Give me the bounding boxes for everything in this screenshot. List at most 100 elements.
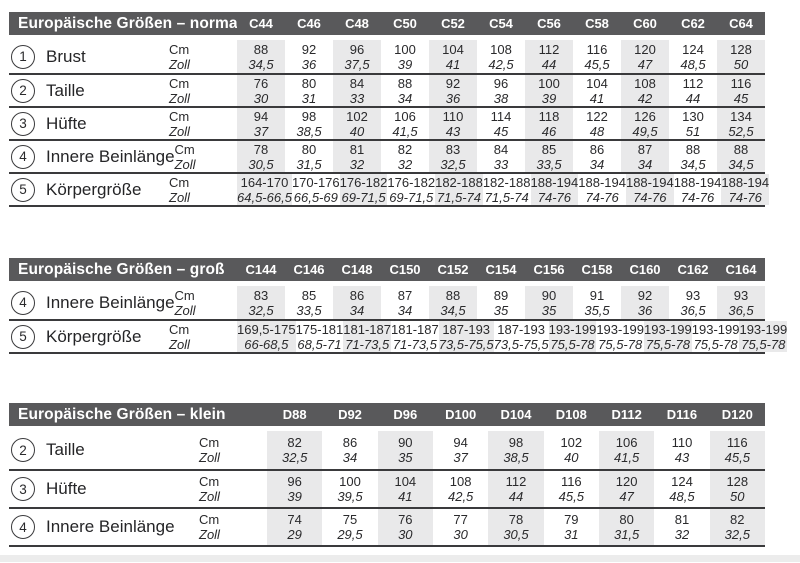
table-row: 5 Körpergröße Cm Zoll 164-170 64,5-66,5 17…	[9, 172, 770, 205]
zoll-value: 37,5	[344, 56, 370, 72]
zoll-value: 69-71,5	[341, 189, 386, 205]
cm-value: 188-194	[721, 174, 770, 190]
unit-labels: Cm Zoll	[199, 471, 267, 507]
zoll-value: 32,5	[724, 527, 750, 542]
value-cell: 187-193 73,5-75,5	[494, 321, 549, 352]
row-number-badge: 2	[11, 438, 35, 462]
column-header: C150	[389, 262, 421, 277]
cm-value: 188-194	[673, 174, 722, 190]
value-cell: 128 50	[717, 40, 765, 73]
unit-cm-label: Cm	[169, 108, 190, 124]
zoll-value: 33	[349, 90, 365, 106]
value-cell: 96 37,5	[333, 40, 381, 73]
zoll-value: 45	[493, 123, 509, 139]
zoll-value: 74-76	[728, 189, 762, 205]
value-cell: 176-182 69-71,5	[387, 174, 435, 205]
row-label-cell: 3 Hüfte Cm Zoll	[9, 108, 237, 139]
column-header: C160	[629, 262, 661, 277]
value-cell: 80 31,5	[598, 509, 655, 545]
value-cell: 120 47	[598, 471, 655, 507]
value-cell: 75 29,5	[322, 509, 377, 545]
zoll-value: 66,5-69	[293, 189, 338, 205]
zoll-value: 74-76	[680, 189, 715, 205]
value-cell: 118 46	[525, 108, 573, 139]
cm-value: 84	[493, 141, 509, 157]
cm-value: 88	[733, 141, 749, 157]
cm-value: 86	[589, 141, 605, 157]
value-cell: 108 42	[621, 75, 669, 106]
size-table: Europäische Größen – normal C44 C46 C48 C50…	[9, 12, 770, 207]
value-cell: 74 29	[267, 509, 323, 545]
unit-zoll-label: Zoll	[199, 450, 220, 465]
zoll-value: 45,5	[724, 450, 750, 465]
cm-value: 112	[682, 75, 704, 91]
cm-value: 86	[342, 435, 358, 450]
zoll-value: 75,5-78	[645, 336, 690, 352]
zoll-value: 66-68,5	[244, 336, 289, 352]
unit-cm-label: Cm	[169, 41, 190, 57]
value-cell: 82 32	[381, 141, 429, 172]
value-cell: 88 34,5	[717, 141, 765, 172]
zoll-value: 40	[349, 123, 365, 139]
cm-value: 181-187	[343, 321, 391, 337]
zoll-value: 75,5-78	[550, 336, 595, 352]
cm-value: 100	[538, 75, 560, 91]
cm-value: 85	[301, 287, 317, 303]
cm-value: 187-193	[442, 321, 491, 337]
zoll-value: 34	[397, 302, 413, 318]
zoll-value: 50	[733, 56, 749, 72]
value-cell: 100 39	[381, 40, 429, 73]
column-header: D120	[721, 407, 753, 422]
value-cell: 110 43	[654, 431, 709, 469]
value-cell: 82 32,5	[709, 509, 765, 545]
value-cell: 106 41,5	[381, 108, 429, 139]
cm-value: 134	[730, 108, 752, 124]
zoll-value: 34	[637, 156, 653, 172]
value-cell: 193-199 75,5-78	[596, 321, 644, 352]
zoll-value: 41	[445, 56, 461, 72]
row-cells: 82 32,5 86 34 90 35 94 37 98 38,5 102 40 106 41,5 110 4…	[267, 431, 765, 469]
cm-value: 92	[301, 41, 317, 57]
zoll-value: 48,5	[669, 489, 695, 504]
column-header: C156	[533, 262, 565, 277]
value-cell: 79 31	[544, 509, 599, 545]
value-cell: 104 41	[377, 471, 433, 507]
unit-zoll-label: Zoll	[174, 302, 196, 318]
cm-value: 118	[538, 108, 560, 124]
row-label: Innere Beinlänge	[46, 517, 175, 536]
value-cell: 170-176 66,5-69	[292, 174, 340, 205]
value-cell: 88 34	[381, 75, 429, 106]
column-header: D108	[555, 407, 587, 422]
cm-value: 188-194	[530, 174, 579, 190]
value-cell: 100 39,5	[322, 471, 377, 507]
size-table: Europäische Größen – groß C144 C146 C148 C1…	[9, 258, 788, 354]
value-cell: 164-170 64,5-66,5	[237, 174, 292, 205]
row-number-badge: 2	[11, 78, 35, 103]
value-cell: 106 41,5	[598, 431, 655, 469]
zoll-value: 32	[397, 156, 413, 172]
value-cell: 83 32,5	[429, 141, 477, 172]
cm-value: 104	[586, 75, 608, 91]
row-number-badge: 1	[11, 44, 35, 69]
row-label: Brust	[46, 46, 86, 66]
table-body: 1 Brust Cm Zoll 88 34,5 92 36 96 37,5 100 39 104…	[9, 40, 770, 207]
size-table: Europäische Größen – klein D88 D92 D96 D100…	[9, 403, 765, 547]
cm-value: 108	[490, 41, 512, 57]
value-cell: 188-194 74-76	[721, 174, 770, 205]
table-header-bar: Europäische Größen – normal C44 C46 C48 C50…	[9, 12, 765, 35]
value-cell: 104 41	[573, 75, 621, 106]
zoll-value: 31,5	[613, 527, 640, 542]
cm-value: 79	[564, 512, 579, 527]
value-cell: 86 34	[573, 141, 621, 172]
cm-value: 98	[508, 435, 524, 450]
cm-value: 182-188	[435, 174, 483, 190]
column-header: C164	[725, 262, 757, 277]
zoll-value: 37	[453, 450, 468, 465]
row-label-cell: 2 Taille Cm Zoll	[9, 431, 267, 469]
value-cell: 87 34	[621, 141, 669, 172]
unit-cm-label: Cm	[169, 321, 190, 337]
column-header: C146	[293, 262, 325, 277]
table-row: 1 Brust Cm Zoll 88 34,5 92 36 96 37,5 100 39 104…	[9, 40, 765, 73]
value-cell: 82 32,5	[267, 431, 323, 469]
zoll-value: 71-73,5	[345, 336, 390, 352]
